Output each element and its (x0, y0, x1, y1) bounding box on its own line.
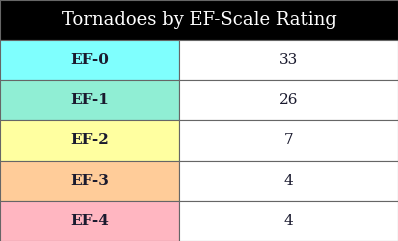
Text: 26: 26 (279, 93, 298, 107)
Bar (179, 120, 398, 161)
Text: 33: 33 (279, 53, 298, 67)
Text: Tornadoes by EF-Scale Rating: Tornadoes by EF-Scale Rating (62, 11, 336, 29)
Bar (179, 40, 398, 80)
Bar (0, 40, 179, 80)
Bar (179, 161, 398, 201)
Text: EF-1: EF-1 (70, 93, 109, 107)
Bar (0, 120, 179, 161)
Text: 4: 4 (284, 174, 293, 188)
Text: EF-0: EF-0 (70, 53, 109, 67)
Text: EF-2: EF-2 (70, 133, 109, 147)
Text: EF-3: EF-3 (70, 174, 109, 188)
Bar (0, 0, 398, 40)
Bar (0, 201, 179, 241)
Text: 7: 7 (284, 133, 293, 147)
Bar (179, 80, 398, 120)
Text: EF-4: EF-4 (70, 214, 109, 228)
Bar (179, 201, 398, 241)
Bar (0, 161, 179, 201)
Bar (0, 80, 179, 120)
Text: 4: 4 (284, 214, 293, 228)
